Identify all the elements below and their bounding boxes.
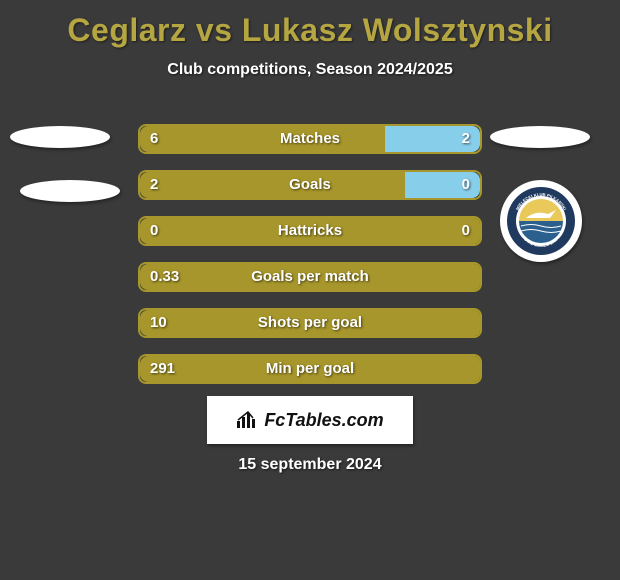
snapshot-date: 15 september 2024	[0, 456, 620, 474]
stat-row: 291Min per goal	[138, 354, 482, 384]
club-crest-icon: MIELECKI KLUB PILKARSKI STAL MIELEC 1939	[506, 186, 576, 256]
player1-ellipse-2	[20, 180, 120, 202]
fctables-watermark: FcTables.com	[207, 396, 413, 444]
stat-row: 62Matches	[138, 124, 482, 154]
stat-label: Matches	[138, 124, 482, 154]
club-badge: MIELECKI KLUB PILKARSKI STAL MIELEC 1939	[500, 180, 582, 262]
player1-ellipse-1	[10, 126, 110, 148]
stat-label: Goals per match	[138, 262, 482, 292]
stat-label: Goals	[138, 170, 482, 200]
competition-subtitle: Club competitions, Season 2024/2025	[0, 61, 620, 79]
stat-row: 20Goals	[138, 170, 482, 200]
stat-label: Shots per goal	[138, 308, 482, 338]
player2-ellipse-1	[490, 126, 590, 148]
stat-label: Hattricks	[138, 216, 482, 246]
stats-panel: 62Matches 20Goals 00Hattricks 0.33Goals per…	[138, 124, 482, 400]
bar-chart-icon	[236, 411, 258, 429]
comparison-title: Ceglarz vs Lukasz Wolsztynski	[0, 0, 620, 49]
stat-label: Min per goal	[138, 354, 482, 384]
stat-row: 00Hattricks	[138, 216, 482, 246]
stat-row: 10Shots per goal	[138, 308, 482, 338]
fctables-text: FcTables.com	[264, 410, 383, 431]
stat-row: 0.33Goals per match	[138, 262, 482, 292]
